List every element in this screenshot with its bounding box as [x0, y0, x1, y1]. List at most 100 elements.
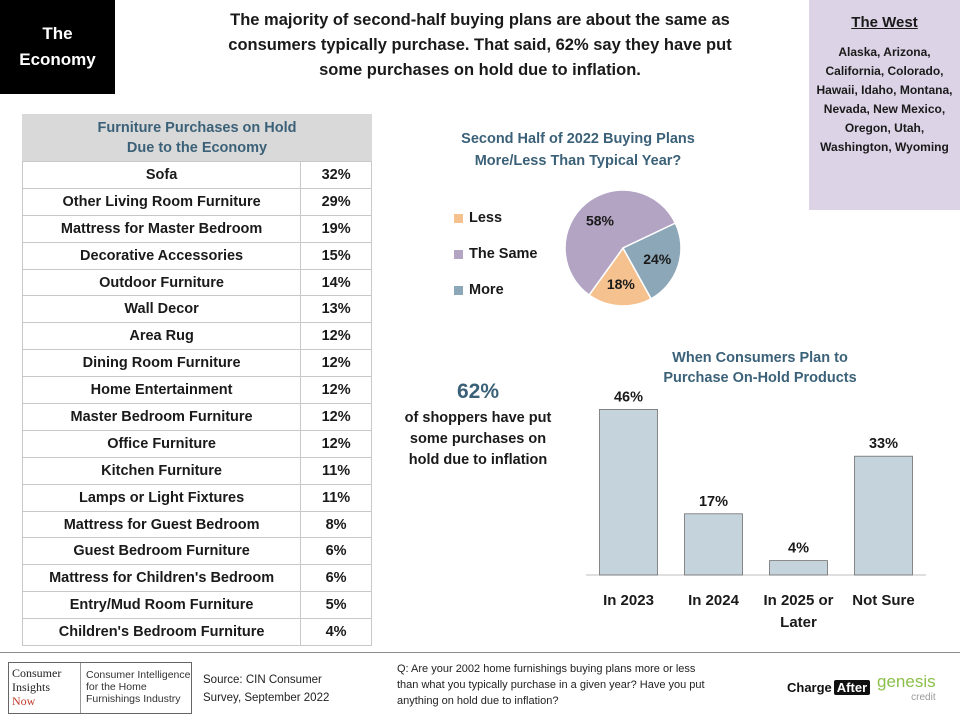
table-row-label: Dining Room Furniture	[21, 349, 302, 378]
bar-chart: 46% In 2023 17% In 2024 4% In 2025 or Later 33%…	[586, 389, 926, 631]
bar-category-label: Not Sure	[852, 592, 915, 609]
cin-tagline-line1: Consumer Intelligence	[86, 669, 191, 681]
table-row-value: 4%	[300, 618, 372, 647]
table-row-label: Lamps or Light Fixtures	[21, 483, 302, 512]
chargeafter-charge: Charge	[787, 680, 832, 695]
pie-legend-item: More	[454, 272, 538, 308]
table-row: Decorative Accessories 15%	[21, 241, 372, 270]
region-panel: The West Alaska, Arizona, California, Co…	[809, 0, 960, 210]
callout-text: of shoppers have put some purchases on h…	[388, 408, 568, 471]
pie-chart-title: Second Half of 2022 Buying Plans More/Le…	[408, 128, 748, 172]
cin-logo-tagline: Consumer Intelligence for the Home Furni…	[81, 663, 191, 713]
callout-text-line3: hold due to inflation	[408, 452, 548, 468]
table-row: Area Rug 12%	[21, 322, 372, 351]
bar	[599, 408, 658, 576]
table-row: Home Entertainment 12%	[21, 376, 372, 405]
callout-stat: 62% of shoppers have put some purchases …	[388, 380, 568, 471]
pie-legend-item: Less	[454, 200, 538, 236]
headline-line1: The majority of second-half buying plans…	[230, 11, 730, 29]
table-row-value: 8%	[300, 510, 372, 539]
bar	[684, 513, 743, 576]
footer-divider	[0, 652, 960, 653]
bar-data-label: 33%	[869, 436, 898, 452]
legend-label: The Same	[469, 246, 538, 262]
section-label-line2: Economy	[19, 50, 96, 69]
bar-category-label: Later	[780, 614, 817, 631]
table-row-label: Kitchen Furniture	[21, 456, 302, 485]
table-row: Mattress for Children's Bedroom 6%	[21, 564, 372, 593]
genesis-credit: credit	[911, 692, 936, 703]
pie-legend-item: The Same	[454, 236, 538, 272]
cin-logo: Consumer Insights Now Consumer Intellige…	[8, 662, 192, 714]
table-title: Furniture Purchases on Hold Due to the E…	[22, 114, 372, 161]
table-row-label: Decorative Accessories	[21, 241, 302, 270]
pie-data-label: 24%	[643, 251, 672, 267]
page-headline: The majority of second-half buying plans…	[170, 8, 790, 83]
source-note: Source: CIN Consumer Survey, September 2…	[203, 671, 329, 707]
bar-data-label: 17%	[699, 494, 728, 510]
table-row-value: 13%	[300, 295, 372, 324]
table-title-line1: Furniture Purchases on Hold	[97, 119, 297, 136]
cin-tagline-line2: for the Home	[86, 681, 147, 693]
table-row-value: 14%	[300, 268, 372, 297]
bar-chart-title: When Consumers Plan to Purchase On-Hold …	[600, 348, 920, 388]
table-row-label: Master Bedroom Furniture	[21, 403, 302, 431]
pie-legend: Less The Same More	[454, 200, 538, 308]
pie-title-line1: Second Half of 2022 Buying Plans	[461, 131, 695, 147]
table-row-label: Other Living Room Furniture	[21, 187, 302, 216]
bar	[854, 455, 913, 576]
bar-category-label: In 2024	[688, 592, 740, 609]
table-row-label: Guest Bedroom Furniture	[21, 537, 302, 566]
table-row-label: Wall Decor	[21, 295, 302, 324]
pie-slice-the-same	[564, 189, 677, 297]
table-row: Master Bedroom Furniture 12%	[21, 403, 372, 431]
bar-category-label: In 2023	[603, 592, 654, 609]
chargeafter-after: After	[833, 680, 871, 695]
pie-data-label: 18%	[607, 276, 636, 292]
table-row-value: 11%	[300, 483, 372, 512]
on-hold-table: Furniture Purchases on Hold Due to the E…	[21, 114, 372, 647]
legend-swatch	[454, 249, 463, 259]
pie-slice-less	[588, 246, 653, 307]
table-row: Entry/Mud Room Furniture 5%	[21, 591, 372, 620]
table-row-label: Home Entertainment	[21, 376, 302, 405]
table-row-value: 6%	[300, 537, 372, 566]
table-row-label: Outdoor Furniture	[21, 268, 302, 297]
table-row: Children's Bedroom Furniture 4%	[21, 618, 372, 647]
table-row-value: 19%	[300, 214, 372, 243]
table-row-value: 32%	[300, 161, 372, 189]
table-row-value: 12%	[300, 376, 372, 405]
section-label: The Economy	[0, 0, 115, 94]
legend-swatch	[454, 285, 463, 295]
table-row-value: 12%	[300, 349, 372, 378]
question-line3: anything on hold due to inflation?	[397, 695, 559, 707]
bar-title-line1: When Consumers Plan to	[672, 350, 848, 366]
table-row-value: 29%	[300, 187, 372, 216]
cin-logo-wordmark: Consumer Insights Now	[9, 663, 81, 713]
bar	[769, 560, 828, 576]
survey-question: Q: Are your 2002 home furnishings buying…	[397, 661, 777, 709]
cin-logo-line1: Consumer	[12, 666, 62, 680]
table-title-line2: Due to the Economy	[126, 139, 268, 156]
region-title: The West	[851, 14, 918, 31]
table-row: Guest Bedroom Furniture 6%	[21, 537, 372, 566]
bar-data-label: 46%	[614, 389, 643, 405]
bar-category-label: In 2025 or	[763, 592, 833, 609]
table-row: Mattress for Master Bedroom 19%	[21, 214, 372, 243]
table-row-label: Office Furniture	[21, 429, 302, 458]
table-row: Lamps or Light Fixtures 11%	[21, 483, 372, 512]
bar-title-line2: Purchase On-Hold Products	[663, 370, 857, 386]
table-row-value: 15%	[300, 241, 372, 270]
pie-title-line2: More/Less Than Typical Year?	[474, 153, 682, 169]
table-row-value: 12%	[300, 429, 372, 458]
table-row-value: 12%	[300, 403, 372, 431]
table-row: Other Living Room Furniture 29%	[21, 187, 372, 216]
source-line1: Source: CIN Consumer	[203, 674, 322, 686]
question-line2: than what you typically purchase in a gi…	[397, 679, 705, 691]
table-row: Office Furniture 12%	[21, 429, 372, 458]
bar-data-label: 4%	[788, 541, 809, 557]
table-row: Kitchen Furniture 11%	[21, 456, 372, 485]
table-row-value: 5%	[300, 591, 372, 620]
pie-chart: 18% 58% 24%	[564, 189, 682, 307]
headline-line3: some purchases on hold due to inflation.	[319, 61, 641, 79]
